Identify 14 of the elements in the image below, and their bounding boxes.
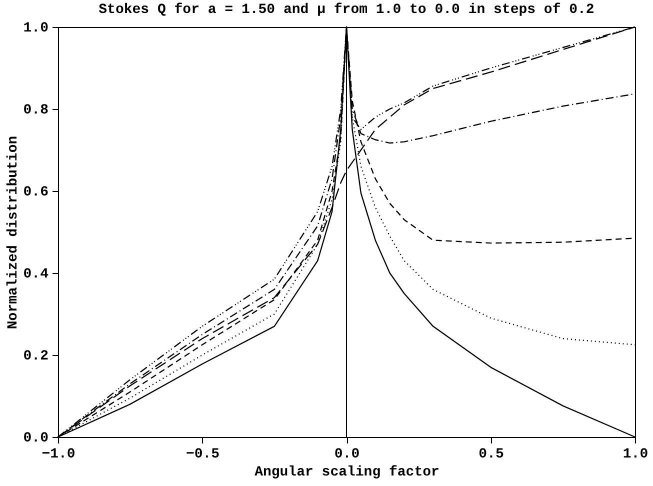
chart-title: Stokes Q for a = 1.50 and μ from 1.0 to 0.0 in steps of 0.2 xyxy=(98,2,594,18)
x-tick-label: 1.0 xyxy=(622,446,648,462)
y-tick-label: 1.0 xyxy=(23,20,48,36)
y-tick-label: 0.8 xyxy=(23,102,48,118)
y-tick-label: 0.0 xyxy=(23,430,48,446)
x-tick-label: −1.0 xyxy=(42,446,76,462)
y-tick-label: 0.6 xyxy=(23,184,48,200)
x-tick-label: 0.0 xyxy=(334,446,360,462)
y-axis-title: Normalized distribution xyxy=(5,136,22,330)
x-axis-title: Angular scaling factor xyxy=(254,464,440,480)
x-tick-label: 0.5 xyxy=(478,446,504,462)
x-tick-label: −0.5 xyxy=(186,446,220,462)
y-tick-label: 0.4 xyxy=(23,266,48,282)
y-tick-label: 0.2 xyxy=(23,348,48,364)
